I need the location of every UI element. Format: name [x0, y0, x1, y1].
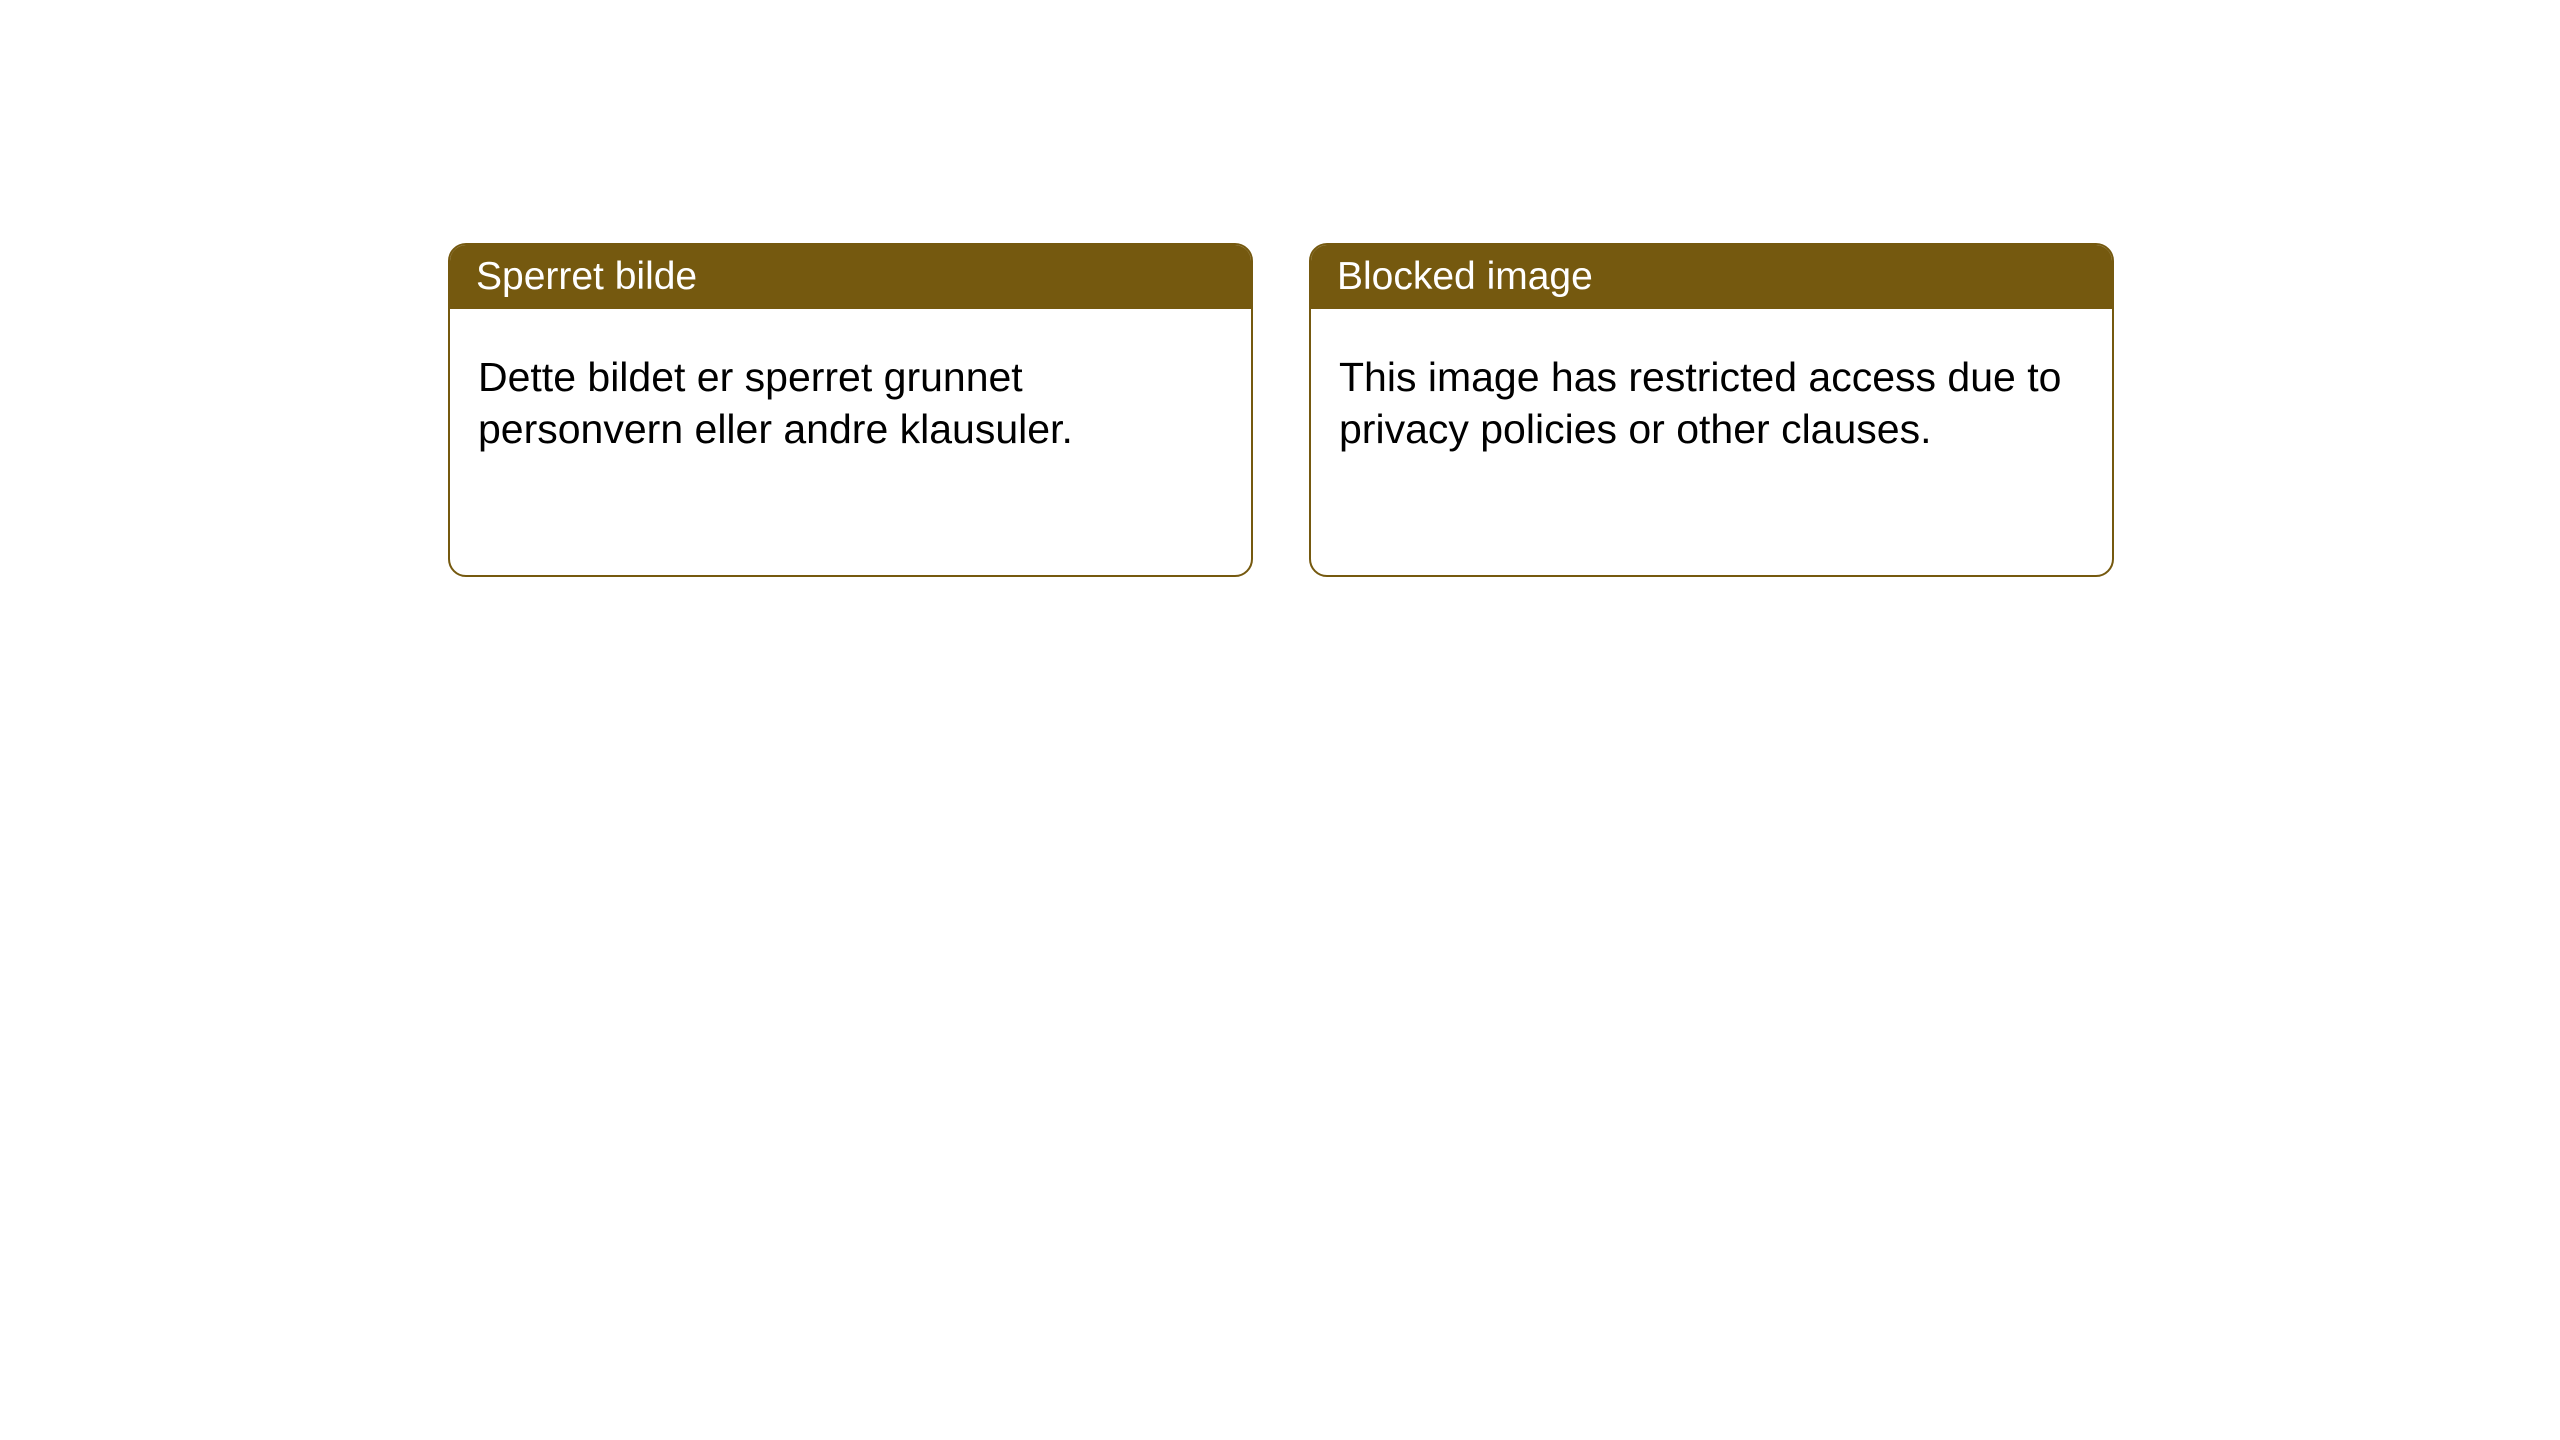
card-body-text: Dette bildet er sperret grunnet personve… — [478, 354, 1073, 452]
card-header: Blocked image — [1311, 245, 2112, 309]
notice-card-norwegian: Sperret bilde Dette bildet er sperret gr… — [448, 243, 1253, 577]
card-body-text: This image has restricted access due to … — [1339, 354, 2061, 452]
card-title: Sperret bilde — [476, 255, 697, 298]
notice-card-english: Blocked image This image has restricted … — [1309, 243, 2114, 577]
card-body: This image has restricted access due to … — [1311, 309, 2112, 498]
card-header: Sperret bilde — [450, 245, 1251, 309]
card-body: Dette bildet er sperret grunnet personve… — [450, 309, 1251, 498]
notice-container: Sperret bilde Dette bildet er sperret gr… — [0, 0, 2560, 577]
card-title: Blocked image — [1337, 255, 1593, 298]
